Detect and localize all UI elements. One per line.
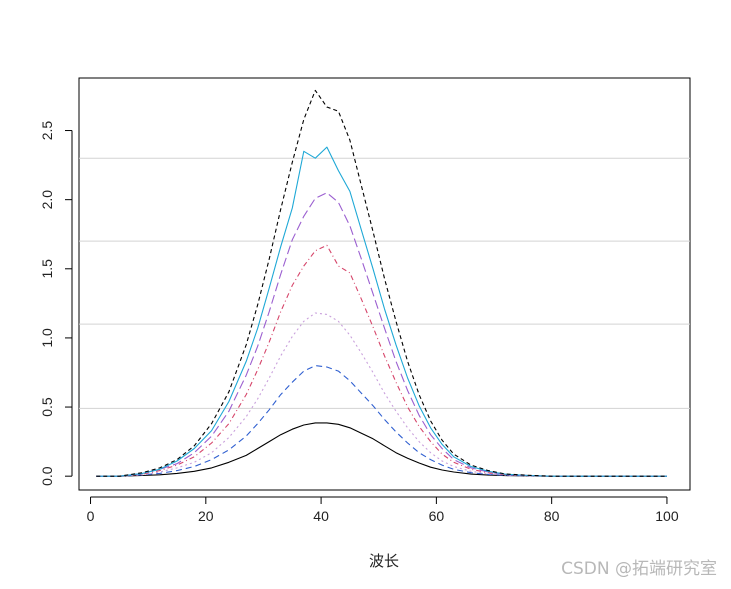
series-lines	[96, 89, 667, 477]
y-tick-label: 2.5	[39, 121, 55, 141]
x-tick-label: 100	[655, 508, 679, 524]
reference-lines	[79, 157, 690, 409]
x-tick-label: 60	[429, 508, 445, 524]
watermark: CSDN @拓端研究室	[561, 559, 717, 579]
y-tick-label: 1.5	[39, 259, 55, 279]
y-tick-label: 0.0	[39, 466, 55, 486]
series-line-4	[96, 192, 667, 477]
y-tick-label: 2.0	[39, 190, 55, 210]
series-line-2	[96, 312, 667, 477]
series-line-1	[96, 365, 667, 477]
x-tick-label: 40	[313, 508, 329, 524]
x-tick-label: 80	[544, 508, 560, 524]
x-axis-title: 波长	[369, 552, 399, 570]
y-axis: 0.0 0.5 1.0 1.5 2.0 2.5	[39, 121, 73, 486]
plot-frame	[78, 77, 691, 491]
y-tick-label: 0.5	[39, 397, 55, 417]
x-tick-label: 20	[198, 508, 214, 524]
series-line-0	[96, 422, 667, 477]
series-line-5	[96, 146, 667, 477]
x-axis: 0 20 40 60 80 100	[87, 496, 679, 524]
y-tick-label: 1.0	[39, 328, 55, 348]
series-line-3	[96, 244, 667, 477]
series-line-6	[96, 89, 667, 477]
x-tick-label: 0	[87, 508, 95, 524]
